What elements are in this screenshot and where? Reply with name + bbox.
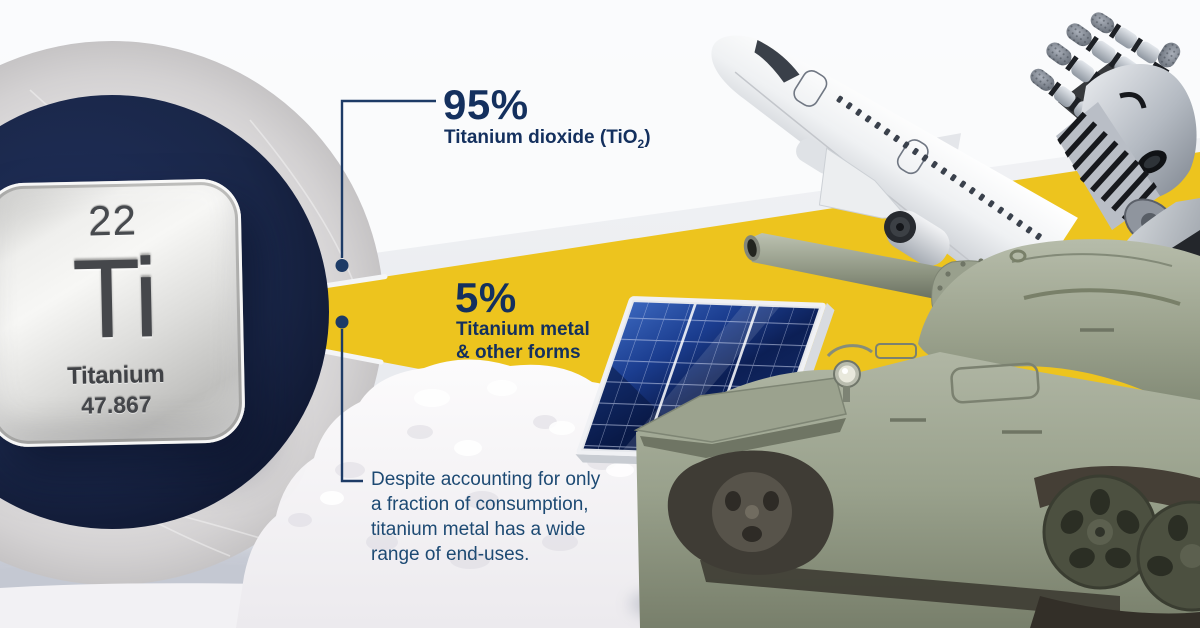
airplane-engine — [884, 210, 950, 266]
airplane-door — [793, 70, 828, 107]
tank-barrel — [746, 233, 988, 308]
cockpit-window — [754, 40, 800, 83]
atomic-mass: 47.867 — [80, 391, 152, 419]
callout-dot-5 — [335, 315, 349, 329]
tank-fender — [633, 377, 847, 443]
callout-dot-95 — [335, 259, 349, 272]
robot-finger — [1090, 12, 1160, 64]
tank-icon — [633, 233, 1200, 628]
element-tile: 22 Ti Titanium 47.867 — [0, 178, 246, 448]
turret-handrail — [1023, 288, 1181, 306]
tank-bottom-track — [1030, 596, 1200, 628]
tank-turret — [918, 239, 1200, 420]
airplane-icon — [711, 35, 1078, 309]
palm-cable — [1119, 92, 1147, 109]
callout-connector-95 — [340, 99, 436, 258]
tank-undercarriage — [700, 560, 1120, 618]
callout-connectors — [340, 99, 436, 483]
element-symbol: Ti — [71, 235, 158, 362]
airplane-door — [896, 139, 929, 175]
callout-connector-5 — [340, 329, 363, 483]
element-name: Titanium — [66, 361, 165, 391]
